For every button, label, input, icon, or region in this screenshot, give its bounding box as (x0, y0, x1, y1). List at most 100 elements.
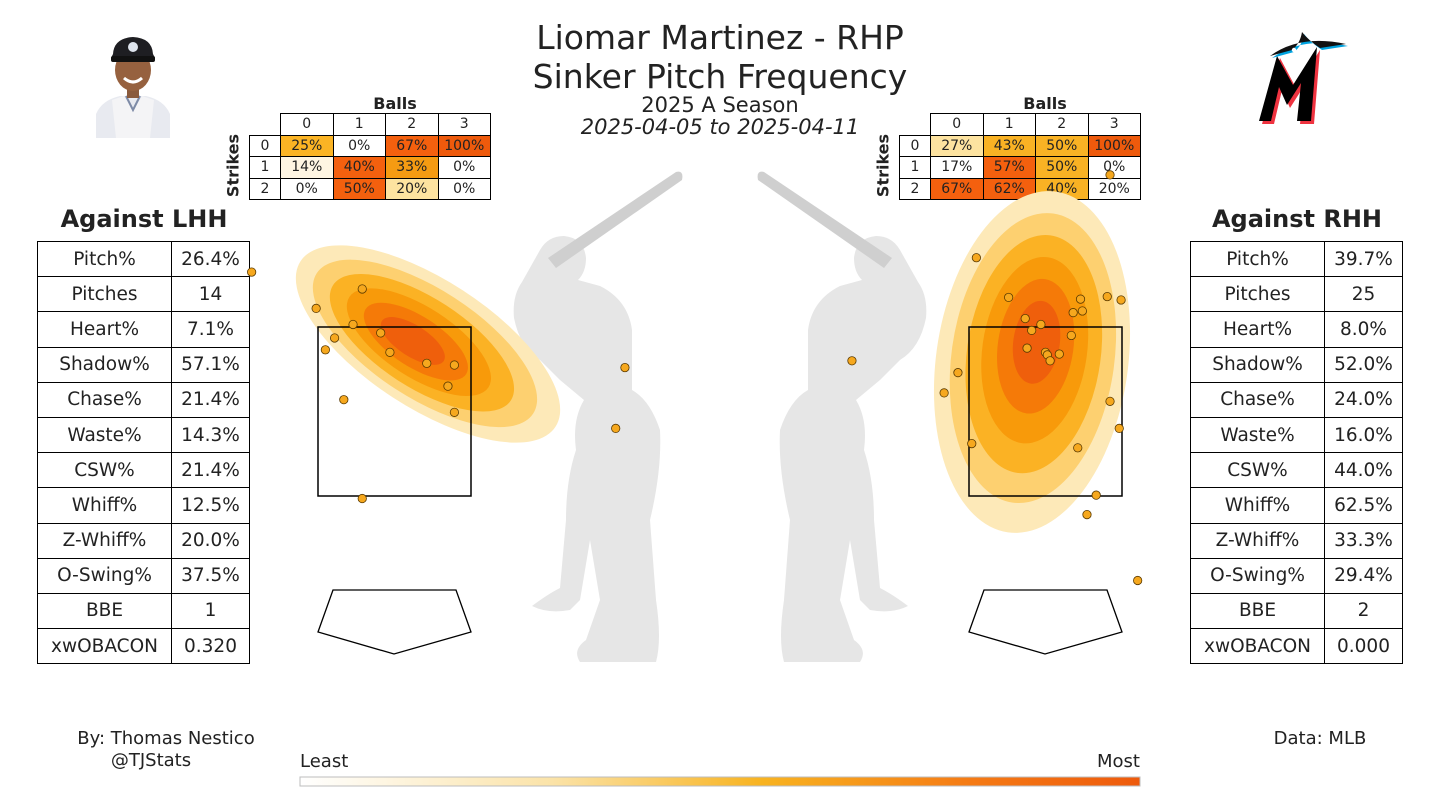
stat-label: xwOBACON (1190, 628, 1325, 665)
stat-label: Heart% (1190, 311, 1325, 348)
count-cell: 50% (1035, 134, 1089, 157)
home-plate-rhh (968, 589, 1123, 655)
stat-value: 7.1% (171, 311, 250, 348)
count-row: 2 0% 50% 20% 0% (249, 177, 491, 200)
pitch-point-lhh (329, 333, 340, 343)
pitch-point-rhh (939, 388, 949, 398)
stat-value: 16.0% (1324, 416, 1403, 454)
strike-count-header: 2 (899, 177, 931, 200)
count-cell: 33% (385, 156, 439, 179)
pitch-point-rhh (1102, 291, 1112, 302)
stat-label: Shadow% (37, 346, 172, 383)
density-heatmap-rhh (933, 191, 1131, 533)
count-row: 1 14% 40% 33% 0% (249, 156, 491, 179)
title-line2: Sinker Pitch Frequency (532, 57, 908, 96)
batter-silhouette-rhh (779, 236, 927, 662)
stat-row: O-Swing% 29.4% (1190, 557, 1403, 594)
batter-silhouette-lhh (513, 236, 661, 662)
pitch-point-lhh (422, 358, 432, 368)
stat-value: 12.5% (171, 487, 250, 524)
stat-label: Pitch% (37, 240, 172, 278)
pitch-point-lhh (339, 395, 349, 405)
pitch-point-rhh (1020, 313, 1030, 324)
count-cell: 20% (385, 177, 439, 200)
stat-value: 21.4% (171, 452, 250, 489)
pitch-point-rhh (1116, 295, 1126, 305)
stat-value: 57.1% (171, 346, 250, 383)
count-cell: 17% (930, 156, 984, 179)
stat-label: Heart% (37, 311, 172, 348)
stat-label: O-Swing% (1190, 557, 1325, 594)
lhh-heading: Against LHH (60, 205, 228, 233)
pitch-point-lhh (311, 303, 321, 314)
pitch-point-lhh (357, 493, 367, 504)
pitch-point-rhh (1036, 319, 1046, 330)
pitch-point-lhh (376, 328, 386, 338)
pitch-point-lhh (357, 284, 367, 294)
rhh-stats-table: Pitch% 39.7% Pitches 25 Heart% 8.0% Shadow% 52.… (1190, 240, 1403, 665)
pitch-point-rhh (1114, 423, 1124, 433)
pitch-point-rhh (1027, 325, 1037, 335)
pitch-point-rhh (1068, 308, 1078, 318)
stat-value: 14 (171, 276, 250, 313)
pitch-point-rhh (1022, 343, 1032, 353)
credit-handle: @TJStats (110, 750, 192, 771)
pitch-point-lhh (611, 423, 621, 433)
pitch-point-rhh (1066, 330, 1076, 341)
stat-row: Heart% 8.0% (1190, 311, 1403, 348)
pitch-point-rhh (1073, 443, 1083, 453)
strike-count-header: 2 (249, 177, 281, 200)
count-cell: 20% (1087, 177, 1141, 200)
stat-label: Pitches (37, 276, 172, 313)
lhh-count-table: 0 1 2 3 0 25% 0% 67% 100% 1 14% 40% 33% 0% 2 0% 50% 20% 0% (249, 113, 491, 200)
count-cell: 62% (982, 177, 1036, 200)
count-cell: 0% (1087, 156, 1141, 179)
stat-value: 62.5% (1324, 487, 1403, 524)
pitch-point-lhh (449, 407, 460, 417)
pitch-point-rhh (1105, 170, 1115, 180)
pitch-point-lhh (449, 360, 460, 370)
rhh-balls-label: Balls (1023, 94, 1067, 113)
strike-zone-lhh (317, 326, 472, 497)
count-cell: 40% (332, 156, 386, 179)
count-cell: 50% (332, 177, 386, 200)
stat-row: BBE 2 (1190, 592, 1403, 630)
count-cell: 25% (280, 134, 334, 157)
density-level-lhh (380, 317, 445, 365)
count-cell: 27% (930, 134, 984, 157)
count-cell: 57% (982, 156, 1036, 179)
count-cell: 0% (332, 134, 386, 157)
stat-value: 33.3% (1324, 522, 1403, 559)
count-cell: 67% (930, 177, 984, 200)
stat-label: Shadow% (1190, 346, 1325, 383)
pitch-point-lhh (247, 267, 257, 277)
stat-label: BBE (1190, 592, 1325, 630)
data-source: Data: MLB (1273, 728, 1367, 749)
stat-value: 37.5% (171, 557, 250, 594)
stat-label: Z-Whiff% (1190, 522, 1325, 559)
credit-author: By: Thomas Nestico (77, 728, 255, 749)
stat-value: 29.4% (1324, 557, 1403, 594)
pitch-point-rhh (1004, 292, 1014, 303)
strike-count-header: 1 (249, 156, 281, 179)
stat-row: Pitch% 39.7% (1190, 240, 1403, 278)
title-line1: Liomar Martinez - RHP (536, 18, 904, 57)
count-row: 2 67% 62% 40% 20% (899, 177, 1141, 200)
stat-row: Chase% 21.4% (37, 381, 250, 418)
stat-value: 14.3% (171, 416, 250, 454)
stat-row: xwOBACON 0.000 (1190, 628, 1403, 665)
stat-row: Waste% 16.0% (1190, 416, 1403, 454)
pitch-point-rhh (847, 356, 857, 366)
pitch-point-rhh (1075, 294, 1086, 304)
strike-zone-rhh (968, 326, 1123, 497)
stat-row: Whiff% 62.5% (1190, 487, 1403, 524)
colorbar-low-label: Least (300, 751, 349, 772)
stat-row: Z-Whiff% 20.0% (37, 522, 250, 559)
pitch-point-rhh (1105, 396, 1115, 406)
season-label: 2025 A Season (641, 93, 799, 117)
stat-value: 25 (1324, 276, 1403, 313)
count-cell: 0% (437, 177, 491, 200)
stat-row: CSW% 21.4% (37, 452, 250, 489)
count-row: 0 27% 43% 50% 100% (899, 134, 1141, 157)
pitch-point-lhh (320, 345, 330, 355)
